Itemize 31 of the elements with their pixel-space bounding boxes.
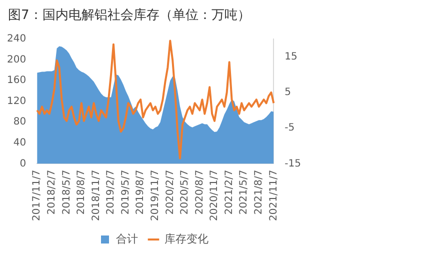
x-tick-label: 2020/11/7 — [209, 170, 220, 222]
chart-title: 图7：国内电解铝社会库存（单位：万吨） — [8, 7, 250, 24]
x-tick-label: 2018/11/7 — [90, 170, 102, 222]
x-tick-label: 2017/11/7 — [32, 170, 43, 222]
y-tick-label: 200 — [6, 54, 26, 66]
y2-tick-label: -15 — [284, 158, 302, 170]
legend-label: 合计 — [116, 232, 138, 246]
x-tick-label: 2020/8/7 — [194, 170, 206, 215]
x-tick-label: 2021/11/7 — [268, 170, 280, 222]
y-tick-label: 40 — [13, 138, 26, 149]
y-tick-label: 80 — [13, 116, 26, 128]
x-tick-label: 2019/8/7 — [135, 170, 146, 215]
y2-tick-label: 5 — [284, 87, 292, 98]
x-tick-label: 2021/8/7 — [253, 170, 264, 215]
legend-label: 库存变化 — [164, 232, 208, 246]
x-tick-label: 2020/2/7 — [164, 170, 176, 215]
x-tick-label: 2018/2/7 — [46, 170, 58, 215]
x-tick-label: 2018/8/7 — [76, 170, 88, 215]
x-tick-label: 2021/2/7 — [224, 170, 235, 215]
x-tick-label: 2021/5/7 — [238, 170, 250, 215]
x-tick-label: 2018/5/7 — [61, 170, 72, 215]
y-tick-label: 160 — [6, 75, 26, 86]
y-tick-label: 0 — [20, 158, 26, 170]
x-tick-label: 2019/5/7 — [120, 170, 132, 215]
x-tick-label: 2019/2/7 — [106, 170, 117, 215]
y-tick-label: 120 — [6, 96, 26, 107]
y2-tick-label: -5 — [284, 122, 295, 134]
y-tick-label: 240 — [6, 34, 26, 45]
x-tick-label: 2020/5/7 — [180, 170, 191, 215]
y2-tick-label: 15 — [284, 51, 298, 62]
x-tick-label: 2019/11/7 — [150, 170, 161, 222]
